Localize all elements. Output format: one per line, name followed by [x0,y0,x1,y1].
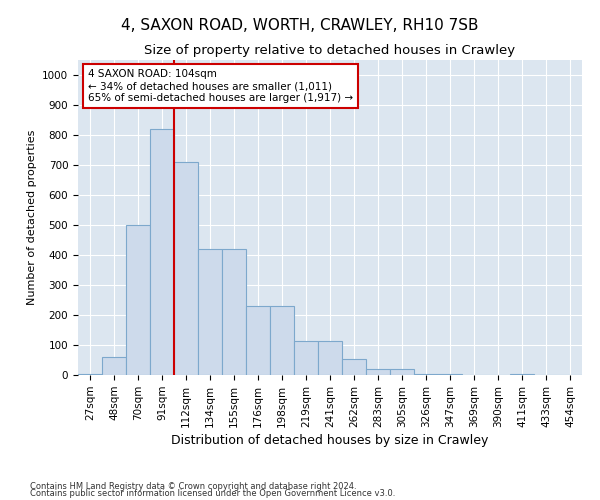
Bar [126,225,150,375]
Title: Size of property relative to detached houses in Crawley: Size of property relative to detached ho… [145,44,515,58]
Bar [78,374,102,375]
Bar [174,162,198,375]
Bar [150,129,174,375]
Bar [222,249,246,375]
Bar [342,358,366,375]
Bar [318,340,342,375]
Bar [198,249,222,375]
Bar [510,374,534,375]
Text: Contains public sector information licensed under the Open Government Licence v3: Contains public sector information licen… [30,489,395,498]
Text: 4 SAXON ROAD: 104sqm
← 34% of detached houses are smaller (1,011)
65% of semi-de: 4 SAXON ROAD: 104sqm ← 34% of detached h… [88,70,353,102]
Y-axis label: Number of detached properties: Number of detached properties [26,130,37,305]
Text: 4, SAXON ROAD, WORTH, CRAWLEY, RH10 7SB: 4, SAXON ROAD, WORTH, CRAWLEY, RH10 7SB [121,18,479,32]
Text: Contains HM Land Registry data © Crown copyright and database right 2024.: Contains HM Land Registry data © Crown c… [30,482,356,491]
Bar [414,374,438,375]
Bar [246,306,270,375]
Bar [294,340,318,375]
Bar [438,374,462,375]
Bar [390,369,414,375]
Bar [270,306,294,375]
X-axis label: Distribution of detached houses by size in Crawley: Distribution of detached houses by size … [172,434,488,447]
Bar [102,357,126,375]
Bar [366,369,390,375]
